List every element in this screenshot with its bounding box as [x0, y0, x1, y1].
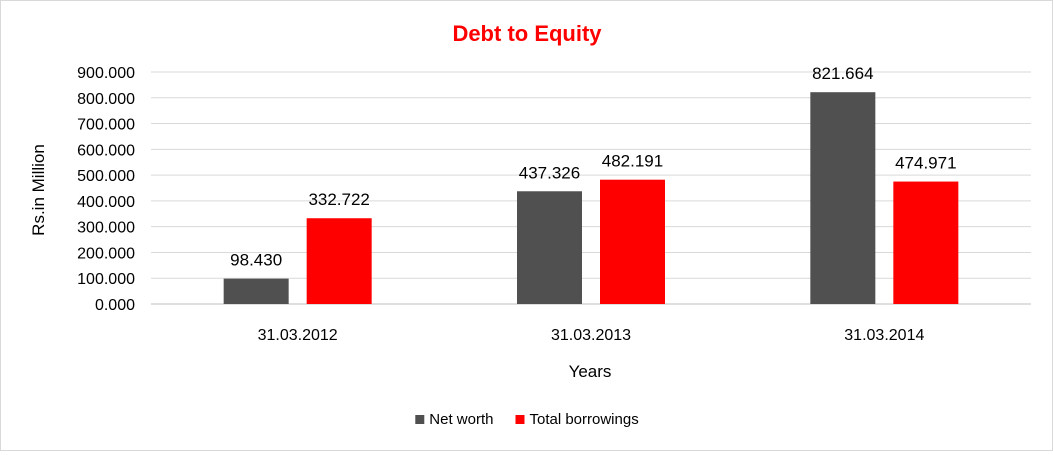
y-tick-label: 900.000 — [77, 65, 135, 82]
y-tick-label: 800.000 — [77, 91, 135, 108]
y-tick-label: 400.000 — [77, 194, 135, 211]
data-label: 821.664 — [812, 64, 873, 83]
legend-swatch — [415, 415, 425, 424]
y-axis-ticks: 0.000 100.000 200.000 300.000 400.000 500.000… — [77, 65, 135, 314]
x-axis-ticks: 31.03.2012 31.03.2013 31.03.2014 — [258, 327, 925, 344]
y-tick-label: 0.000 — [95, 297, 135, 314]
y-tick-label: 200.000 — [77, 245, 135, 262]
y-tick-label: 300.000 — [77, 220, 135, 237]
x-axis-title: Years — [569, 362, 612, 381]
bar-total-borrowings — [600, 179, 665, 304]
y-tick-label: 500.000 — [77, 168, 135, 185]
y-tick-label: 600.000 — [77, 142, 135, 159]
y-axis-title: Rs.in Million — [29, 144, 48, 236]
x-tick-label: 31.03.2013 — [551, 327, 631, 344]
x-tick-label: 31.03.2014 — [844, 327, 924, 344]
x-tick-label: 31.03.2012 — [258, 327, 338, 344]
legend-label: Total borrowings — [529, 411, 638, 428]
legend-swatch — [515, 415, 525, 424]
y-tick-label: 700.000 — [77, 117, 135, 134]
chart-title: Debt to Equity — [452, 21, 602, 46]
bars — [223, 92, 959, 304]
data-label: 437.326 — [519, 163, 580, 182]
data-label: 98.430 — [230, 251, 282, 270]
bar-net-worth — [517, 191, 582, 304]
legend: Net worth Total borrowings — [415, 411, 639, 428]
bar-total-borrowings — [893, 181, 959, 304]
data-label: 474.971 — [895, 154, 956, 173]
data-label: 482.191 — [602, 152, 663, 171]
legend-label: Net worth — [429, 411, 493, 428]
bar-net-worth — [810, 92, 876, 304]
data-label: 332.722 — [308, 190, 369, 209]
y-tick-label: 100.000 — [77, 271, 135, 288]
bar-total-borrowings — [306, 218, 372, 304]
data-labels: 98.430 332.722 437.326 482.191 821.664 474.97… — [230, 64, 956, 269]
gridlines — [151, 71, 1031, 305]
bar-net-worth — [223, 278, 289, 304]
